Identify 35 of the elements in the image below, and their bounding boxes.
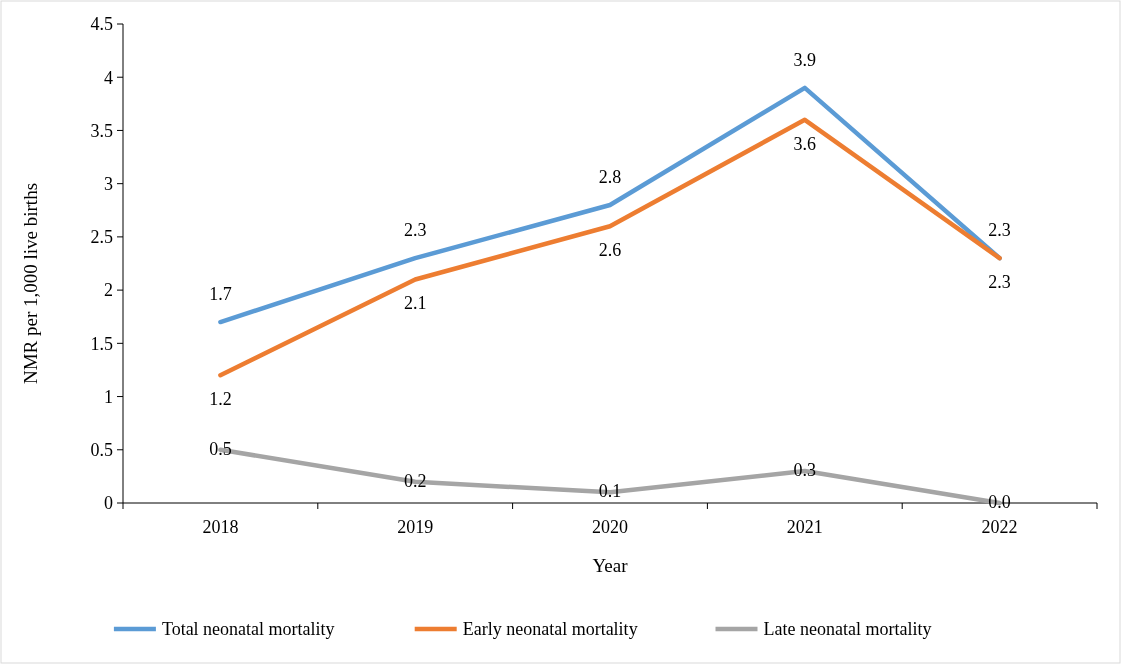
data-label: 0.3 [793,460,817,481]
data-label: 2.3 [403,220,427,241]
y-axis-title: NMR per 1,000 live births [20,182,41,385]
y-tick-label: 1 [104,386,113,407]
x-tick-label: 2022 [981,517,1018,537]
data-label: 3.6 [793,133,817,154]
data-label: 0.2 [403,470,427,491]
x-tick-label: 2021 [786,517,823,537]
y-tick-label: 0 [104,493,113,514]
legend-label: Late neonatal mortality [763,619,932,640]
data-label: 2.6 [598,240,622,261]
y-tick-label: 0.5 [90,440,113,461]
data-label: 2.3 [988,272,1011,293]
y-tick-label: 1.5 [90,333,113,354]
data-label: 1.2 [209,389,232,410]
data-label: 2.3 [988,220,1011,241]
y-tick-label: 3.5 [90,120,113,141]
y-tick-label: 3 [104,173,113,194]
data-label: 2.1 [403,293,427,314]
x-axis-title: Year [592,555,629,576]
data-label: 0.5 [209,438,232,459]
data-label: 3.9 [793,49,817,70]
data-label: 0.1 [598,481,622,502]
data-label: 1.7 [209,284,232,305]
legend-label: Early neonatal mortality [462,619,638,640]
y-tick-label: 2 [104,280,113,301]
data-label: 2.8 [598,166,622,187]
y-tick-label: 4.5 [90,14,113,35]
y-tick-label: 4 [104,67,113,88]
x-tick-label: 2018 [202,517,239,537]
x-tick-label: 2019 [397,517,434,537]
x-tick-label: 2020 [592,517,628,537]
y-tick-label: 2.5 [90,227,113,248]
legend-label: Total neonatal mortality [161,619,335,640]
data-label: 0.0 [988,492,1011,512]
